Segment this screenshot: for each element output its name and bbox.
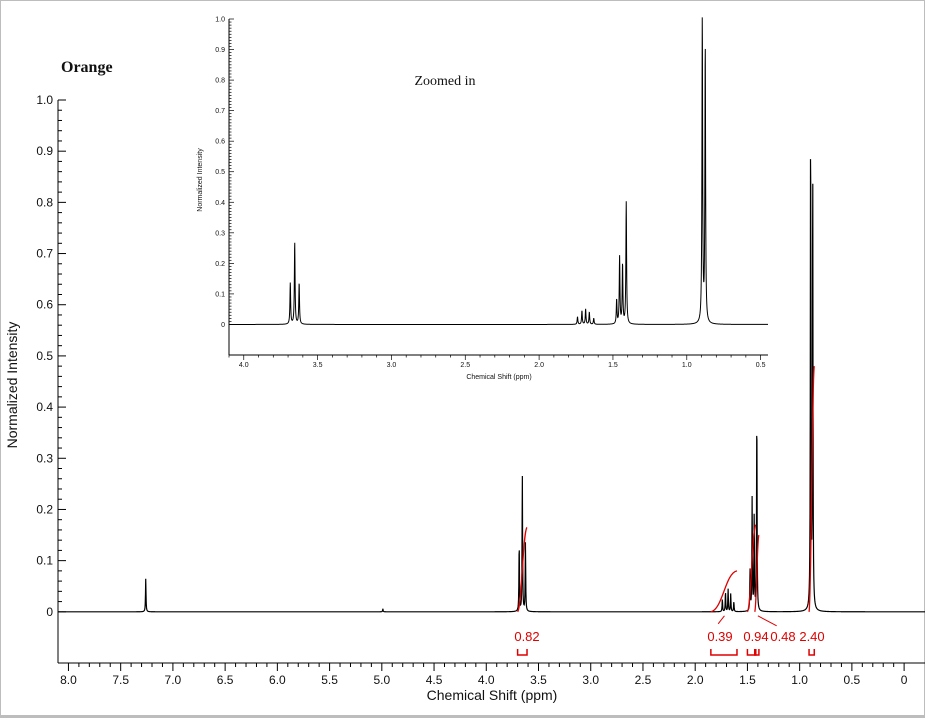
main-x-tick-label: 7.5 [112, 673, 129, 687]
main-y-tick-label: 1.0 [36, 93, 53, 107]
inset-x-tick-label: 3.5 [313, 362, 323, 369]
inset-x-tick-label: 3.0 [387, 362, 397, 369]
main-x-tick-label: 2.0 [687, 673, 704, 687]
inset-x-tick-label: 2.5 [460, 362, 470, 369]
main-y-tick-label: 0.8 [36, 195, 53, 209]
integral-label: 0.82 [514, 629, 539, 644]
main-x-tick-label: 3.5 [530, 673, 547, 687]
main-x-tick-label: 6.0 [269, 673, 286, 687]
main-x-tick-label: 8.0 [60, 673, 77, 687]
main-x-tick-label: 4.0 [478, 673, 495, 687]
sample-label: Orange [61, 59, 113, 76]
main-y-tick-label: 0.7 [36, 247, 53, 261]
main-y-tick-label: 0.1 [36, 554, 53, 568]
inset-x-tick-label: 1.0 [682, 362, 692, 369]
inset-y-tick-label: 0.9 [215, 47, 225, 54]
main-y-tick-label: 0.4 [36, 400, 53, 414]
inset-x-tick-label: 0.5 [756, 362, 766, 369]
main-x-tick-label: 5.5 [321, 673, 338, 687]
main-x-tick-label: 3.0 [582, 673, 599, 687]
main-y-tick-label: 0.5 [36, 349, 53, 363]
integral-bracket [516, 649, 528, 656]
inset-y-tick-label: 0.4 [215, 200, 225, 207]
main-y-tick-label: 0.2 [36, 502, 53, 516]
inset-y-tick-label: 0.6 [215, 139, 225, 146]
main-x-tick-label: 0 [901, 673, 908, 687]
integral-bracket [746, 649, 757, 656]
main-x-tick-label: 5.0 [373, 673, 390, 687]
main-x-tick-label: 2.5 [635, 673, 652, 687]
integral-label: 0.94 [743, 629, 768, 644]
integral-label: 0.39 [707, 629, 732, 644]
integral-curve [517, 526, 528, 613]
inset-x-tick-label: 4.0 [239, 362, 249, 369]
integral-label: 0.48 [770, 629, 795, 644]
inset-y-tick-label: 0.7 [215, 108, 225, 115]
integral-curve [746, 524, 757, 613]
integral-connector [717, 615, 725, 625]
inset-x-tick-label: 1.5 [608, 362, 618, 369]
main-x-axis-label: Chemical Shift (ppm) [427, 687, 558, 703]
inset-y-axis-label: Normalized Intensity [197, 148, 204, 212]
main-y-tick-label: 0.6 [36, 298, 53, 312]
main-x-tick-label: 0.5 [844, 673, 861, 687]
inset-axes: 0 0.1 0.2 0.3 0.4 0.5 0.6 0.7 0.8 0.9 1.0 4.0 3.5 3.0… [215, 17, 768, 369]
main-spectrum-line [58, 159, 925, 613]
main-axes: 0 0.1 0.2 0.3 0.4 0.5 0.6 0.7 0.8 0.9 1.0 8.0 7.5 7.0… [36, 93, 925, 687]
inset-y-tick-label: 0.8 [215, 78, 225, 85]
integral-curve [754, 534, 760, 613]
inset-spectrum-line [229, 17, 768, 325]
inset-y-tick-label: 0.2 [215, 261, 225, 268]
main-integrals: 0.82 0.39 0.94 0.48 2.40 [514, 366, 825, 656]
main-y-tick-label: 0 [46, 605, 53, 619]
main-x-tick-label: 1.0 [791, 673, 808, 687]
main-x-tick-label: 6.5 [217, 673, 234, 687]
inset-title: Zoomed in [414, 74, 475, 89]
main-y-axis-label: Normalized Intensity [4, 322, 20, 449]
integral-connector [757, 615, 777, 627]
main-y-tick-label: 0.9 [36, 144, 53, 158]
integral-label: 2.40 [799, 629, 824, 644]
inset-x-axis-label: Chemical Shift (ppm) [466, 374, 531, 381]
inset-y-tick-label: 1.0 [215, 17, 225, 24]
integral-curve [710, 570, 738, 613]
main-x-tick-label: 7.0 [165, 673, 182, 687]
integral-curve [808, 366, 815, 612]
integral-bracket [808, 649, 816, 656]
main-y-tick-label: 0.3 [36, 451, 53, 465]
inset-y-tick-label: 0.5 [215, 169, 225, 176]
inset-background [175, 8, 773, 386]
main-x-tick-label: 1.5 [739, 673, 756, 687]
inset-y-tick-label: 0.1 [215, 291, 225, 298]
inset-x-tick-label: 2.0 [534, 362, 544, 369]
inset-y-tick-label: 0 [221, 322, 225, 329]
integral-bracket [710, 649, 738, 656]
main-x-tick-label: 4.5 [426, 673, 443, 687]
inset-y-tick-label: 0.3 [215, 230, 225, 237]
integral-bracket [753, 649, 760, 656]
